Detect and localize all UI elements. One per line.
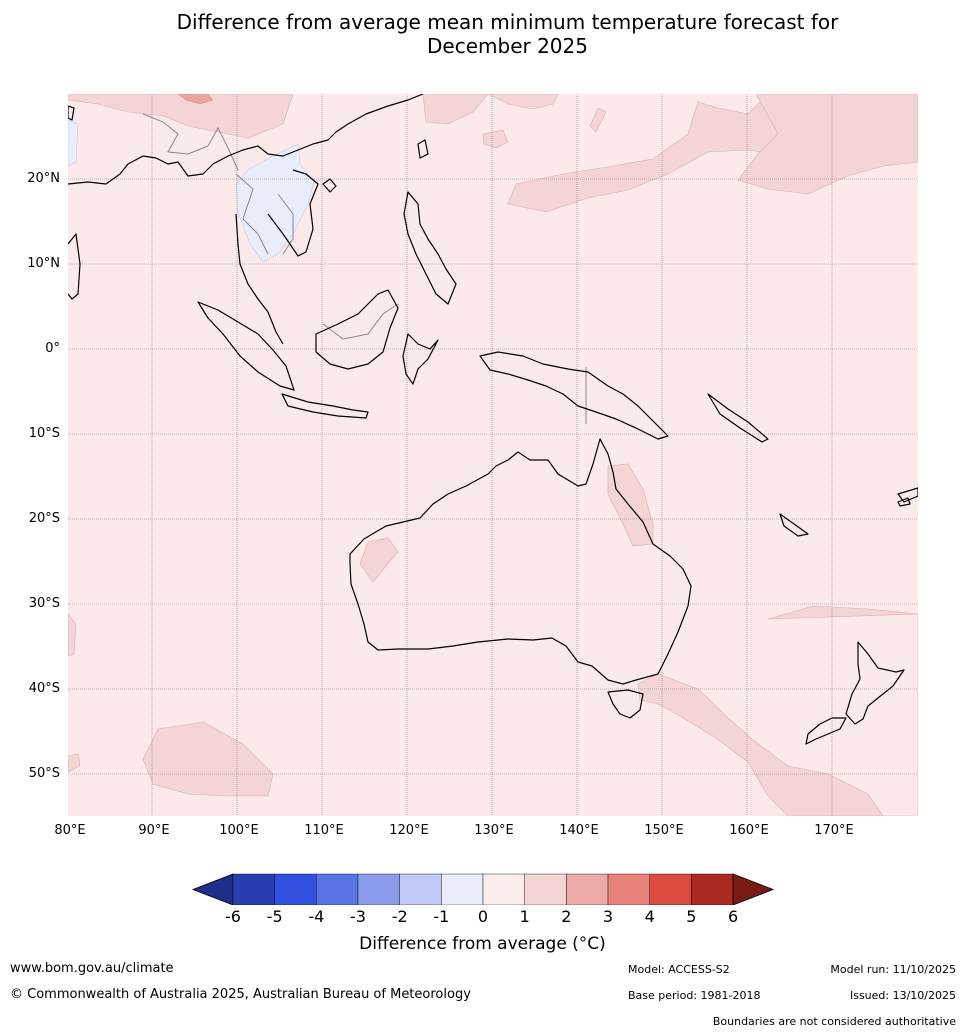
model-name: Model: ACCESS-S2 — [628, 963, 730, 976]
colorbar-segment — [399, 873, 442, 905]
colorbar-segment — [357, 873, 400, 905]
base-period: Base period: 1981-2018 — [628, 989, 761, 1002]
colorbar-arrow-low — [191, 873, 234, 905]
colorbar-tick-label: -5 — [266, 907, 283, 926]
colorbar-tick-label: 4 — [644, 907, 655, 926]
lat-label-10s: 10°S — [28, 426, 60, 441]
colorbar-tick-label: 5 — [686, 907, 697, 926]
colorbar-tick-label: 1 — [519, 907, 530, 926]
lat-label-10n: 10°N — [27, 256, 60, 271]
lon-label-130e: 130°E — [474, 823, 514, 838]
lat-label-20s: 20°S — [28, 511, 60, 526]
lat-label-40s: 40°S — [28, 681, 60, 696]
map-title: Difference from average mean minimum tem… — [0, 10, 965, 58]
graticule — [68, 94, 918, 816]
colorbar-title: Difference from average (°C) — [359, 934, 606, 954]
model-run-date: Model run: 11/10/2025 — [830, 963, 956, 976]
lon-label-80e: 80°E — [54, 823, 86, 838]
colorbar-tick-label: 6 — [727, 907, 739, 926]
colorbar-segment — [274, 873, 317, 905]
colorbar-arrow-high — [732, 873, 775, 905]
colorbar-segment — [441, 873, 484, 905]
forecast-map — [68, 94, 918, 816]
colorbar-tick-label: 0 — [477, 907, 489, 926]
lon-label-100e: 100°E — [219, 823, 259, 838]
copyright-text: © Commonwealth of Australia 2025, Austra… — [10, 987, 471, 1002]
lon-label-160e: 160°E — [729, 823, 769, 838]
lon-label-120e: 120°E — [389, 823, 429, 838]
colorbar-tick-label: 2 — [561, 907, 572, 926]
lon-label-170e: 170°E — [814, 823, 854, 838]
website-link[interactable]: www.bom.gov.au/climate — [10, 961, 174, 976]
colorbar-segment — [566, 873, 609, 905]
boundaries-disclaimer: Boundaries are not considered authoritat… — [712, 1015, 956, 1028]
colorbar-tick-label: -3 — [350, 907, 366, 926]
lon-label-90e: 90°E — [138, 823, 170, 838]
country-borders — [142, 113, 587, 424]
lat-label-0: 0° — [45, 341, 60, 356]
colorbar-tick-label: -2 — [391, 907, 408, 926]
colorbar-tick-label: 3 — [602, 907, 614, 926]
title-line-1: Difference from average mean minimum tem… — [176, 10, 839, 34]
colorbar-segment — [607, 873, 650, 905]
colorbar-segment — [649, 873, 692, 905]
anomaly-2-3-regions — [177, 94, 214, 105]
anomaly-minus1-0-regions — [68, 119, 315, 263]
colorbar-segment — [232, 873, 275, 905]
colorbar-segment — [316, 873, 359, 905]
lat-label-50s: 50°S — [28, 766, 60, 781]
issued-date: Issued: 13/10/2025 — [849, 989, 956, 1002]
title-line-2: December 2025 — [427, 34, 588, 58]
colorbar-segment — [482, 873, 525, 905]
lon-label-150e: 150°E — [644, 823, 684, 838]
colorbar-segment — [691, 873, 734, 905]
coastlines — [68, 94, 918, 745]
lon-label-140e: 140°E — [559, 823, 599, 838]
anomaly-1-2-regions — [68, 94, 918, 816]
lon-label-110e: 110°E — [304, 823, 344, 838]
colorbar-tick-label: -4 — [308, 907, 325, 926]
colorbar-tick-label: -6 — [225, 907, 241, 926]
lat-label-30s: 30°S — [28, 596, 60, 611]
colorbar-segment — [524, 873, 567, 905]
map-canvas — [68, 94, 918, 816]
colorbar-tick-label: -1 — [433, 907, 450, 926]
lat-label-20n: 20°N — [27, 171, 60, 186]
